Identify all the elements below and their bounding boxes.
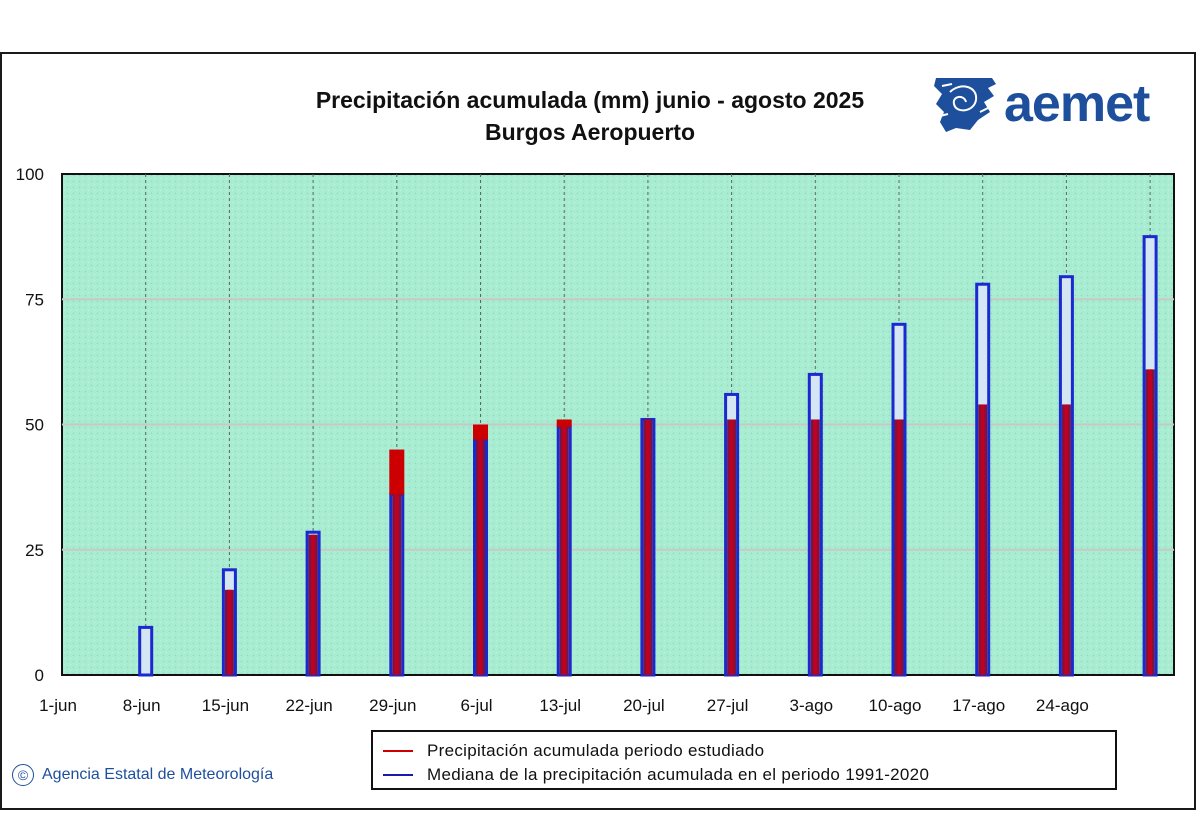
legend-item-precip: Precipitación acumulada periodo estudiad… [383, 740, 764, 762]
aemet-logo-text: aemet [1004, 75, 1150, 133]
legend-swatch-median [383, 774, 413, 776]
copyright-icon: © [12, 764, 34, 786]
legend-label-median: Mediana de la precipitación acumulada en… [427, 765, 930, 784]
chart-frame [0, 52, 1196, 810]
aemet-logo-icon [934, 78, 996, 132]
chart-subtitle: Burgos Aeropuerto [485, 119, 695, 145]
legend: Precipitación acumulada periodo estudiad… [371, 730, 1117, 790]
legend-item-median: Mediana de la precipitación acumulada en… [383, 764, 929, 786]
copyright-text: Agencia Estatal de Meteorología [42, 766, 274, 783]
legend-label-precip: Precipitación acumulada periodo estudiad… [427, 741, 765, 760]
chart-title: Precipitación acumulada (mm) junio - ago… [315, 87, 865, 113]
copyright-notice: © Agencia Estatal de Meteorología [12, 764, 273, 786]
legend-swatch-precip [383, 750, 413, 752]
